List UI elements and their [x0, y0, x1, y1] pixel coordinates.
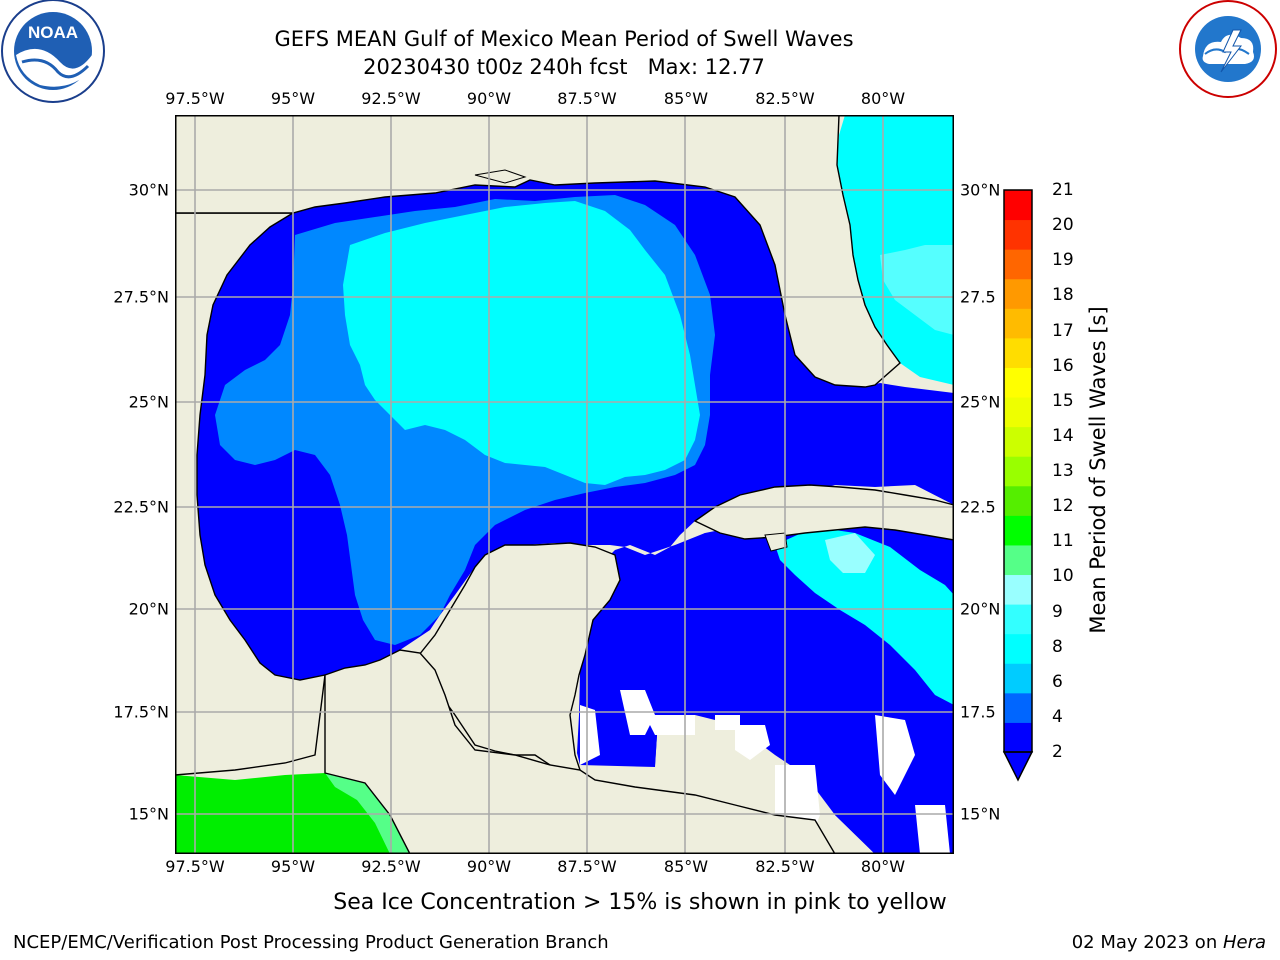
colorbar-segment: [1004, 515, 1032, 546]
gulf-islands: [474, 169, 788, 552]
lon-label-bottom: 92.5°W: [361, 857, 421, 876]
colorbar-tick-label: 8: [1052, 636, 1063, 657]
colorbar-tick-label: 19: [1052, 250, 1074, 271]
graticule: [175, 115, 954, 854]
lat-label-left: 20°N: [128, 599, 169, 619]
colorbar-segment: [1004, 692, 1032, 723]
lon-label-bottom: 97.5°W: [165, 857, 225, 876]
colorbar-segment: [1004, 426, 1032, 457]
lat-label-left: 22.5°N: [113, 497, 169, 517]
lat-label-left: 30°N: [128, 180, 169, 200]
lat-label-left: 27.5°N: [113, 287, 169, 307]
lat-label-right: 20°N: [960, 599, 1001, 619]
footer-credit: NCEP/EMC/Verification Post Processing Pr…: [13, 932, 609, 953]
colorbar-segment: [1004, 456, 1032, 487]
colorbar-tick-label: 17: [1052, 320, 1074, 341]
colorbar-tick-label: 14: [1052, 425, 1074, 446]
gulf-swell-6-8s: [343, 201, 700, 485]
colorbar-segment: [1004, 219, 1032, 250]
colorbar-segment: [1004, 278, 1032, 309]
colorbar-segment: [1004, 249, 1032, 280]
lon-label-top: 90°W: [466, 89, 512, 108]
map-plot: [175, 115, 954, 854]
lat-label-right: 30°N: [960, 180, 1001, 200]
colorbar-tick-label: 15: [1052, 390, 1074, 411]
colorbar-tick-label: 4: [1052, 706, 1063, 727]
sea-ice-note: Sea Ice Concentration > 15% is shown in …: [333, 890, 947, 915]
colorbar-segment: [1004, 190, 1032, 221]
colorbar-tick-label: 10: [1052, 566, 1074, 587]
footer-date: 02 May 2023 on Hera: [1072, 932, 1266, 953]
colorbar-tick-label: 18: [1052, 285, 1074, 306]
colorbar-segment: [1004, 337, 1032, 368]
colorbar-segment: [1004, 308, 1032, 339]
lon-label-top: 97.5°W: [165, 89, 225, 108]
colorbar-segment: [1004, 367, 1032, 398]
colorbar-tick-label: 21: [1052, 180, 1074, 200]
lat-label-right: 15°N: [960, 804, 1001, 824]
colorbar-label: Mean Period of Swell Waves [s]: [1086, 306, 1110, 634]
lon-label-bottom: 87.5°W: [557, 857, 617, 876]
colorbar: [1002, 189, 1034, 782]
central-america: [324, 649, 836, 854]
chart-subtitle: 20230430 t00z 240h fcst Max: 12.77: [363, 55, 765, 79]
lon-label-bottom: 85°W: [663, 857, 709, 876]
colorbar-tick-label: 11: [1052, 531, 1074, 552]
colorbar-frame: [1003, 189, 1033, 753]
nws-logo: [1179, 0, 1277, 98]
colorbar-tick-label: 16: [1052, 355, 1074, 376]
colorbar-tick-label: 20: [1052, 215, 1074, 236]
lon-label-bottom: 90°W: [466, 857, 512, 876]
colorbar-tick-label: 6: [1052, 671, 1063, 692]
chart-title: GEFS MEAN Gulf of Mexico Mean Period of …: [274, 27, 854, 51]
lon-label-top: 95°W: [270, 89, 316, 108]
footer-host: Hera: [1222, 932, 1266, 953]
lat-label-right: 22.5: [960, 497, 996, 517]
lat-label-left: 15°N: [128, 804, 169, 824]
colorbar-tick-label: 2: [1052, 742, 1063, 762]
lat-label-right: 17.5: [960, 702, 996, 722]
noaa-logo: NOAA: [1, 0, 105, 103]
no-data-patches: [580, 690, 950, 854]
caribbean-swell-6-8s: [775, 527, 954, 705]
map-frame: [175, 115, 954, 854]
lon-label-top: 82.5°W: [755, 89, 815, 108]
lon-label-bottom: 95°W: [270, 857, 316, 876]
colorbar-tick-label: 13: [1052, 461, 1074, 481]
lon-label-bottom: 80°W: [860, 857, 906, 876]
colorbar-segment: [1004, 633, 1032, 664]
lat-label-right: 25°N: [960, 392, 1001, 412]
colorbar-tick-label: 12: [1052, 496, 1074, 517]
colorbar-segment: [1004, 574, 1032, 605]
lon-label-top: 87.5°W: [557, 89, 617, 108]
lon-label-top: 80°W: [860, 89, 906, 108]
lon-label-top: 85°W: [663, 89, 709, 108]
mexico-mainland: [175, 115, 326, 776]
caribbean-swell-8-9s: [825, 533, 875, 573]
footer-date-text: 02 May 2023 on: [1071, 932, 1223, 953]
lon-label-bottom: 82.5°W: [755, 857, 815, 876]
colorbar-segment: [1004, 544, 1032, 576]
lat-label-right: 27.5: [960, 287, 996, 307]
colorbar-extend-arrow: [1002, 751, 1034, 782]
atlantic-swell-8-9s: [880, 245, 954, 335]
colorbar-segment: [1004, 722, 1032, 753]
colorbar-segment: [1004, 663, 1032, 694]
colorbar-segment: [1004, 485, 1032, 516]
colorbar-segment: [1004, 604, 1032, 635]
colorbar-segment: [1004, 397, 1032, 428]
lon-label-top: 92.5°W: [361, 89, 421, 108]
lat-label-left: 17.5°N: [113, 702, 169, 722]
noaa-logo-text: NOAA: [28, 23, 78, 42]
colorbar-tick-label: 9: [1052, 601, 1063, 622]
lat-label-left: 25°N: [128, 392, 169, 412]
